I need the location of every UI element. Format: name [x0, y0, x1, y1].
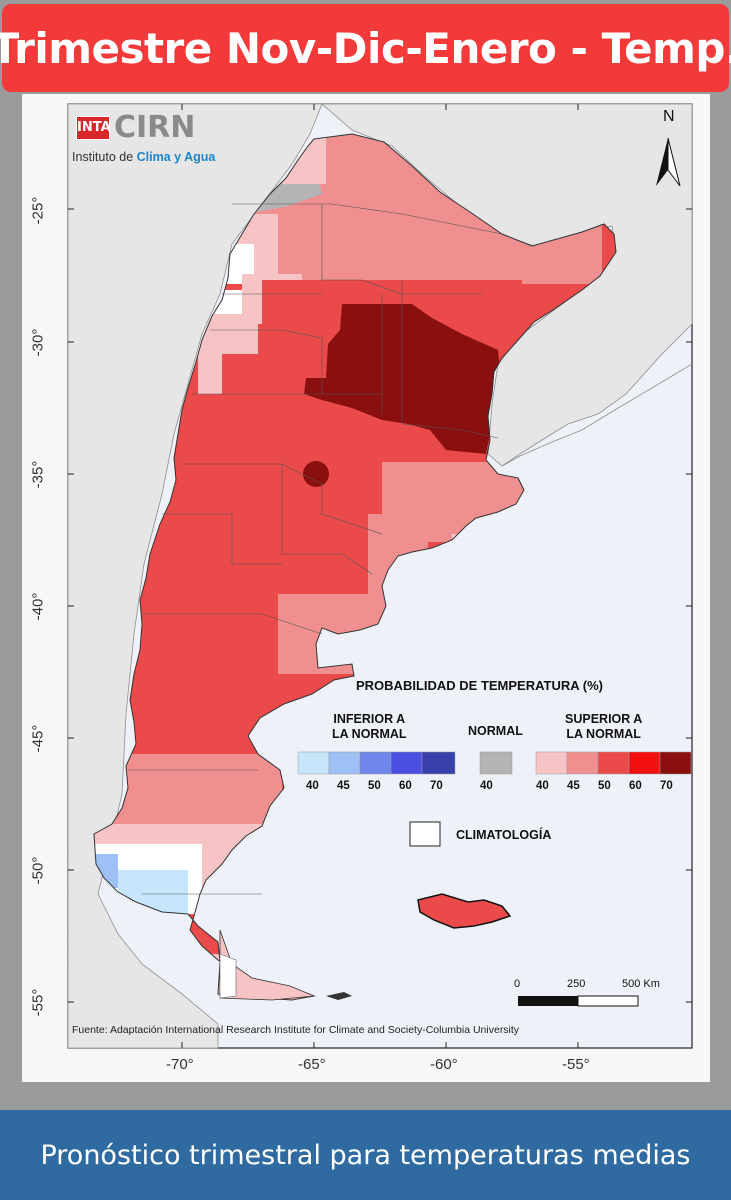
legend-normal-tick: 40	[480, 780, 493, 792]
footer-caption: Pronóstico trimestral para temperaturas …	[0, 1110, 731, 1200]
malvinas-islands	[417, 893, 512, 929]
legend-climatology-label: CLIMATOLOGÍA	[456, 828, 552, 842]
source-note: Fuente: Adaptación International Researc…	[72, 1024, 520, 1036]
lat-label-45: -45°	[29, 724, 47, 753]
scale-label-500: 500 Km	[622, 978, 660, 990]
legend-above-70-swatch	[659, 751, 692, 775]
scale-label-0: 0	[514, 978, 521, 990]
lat-label-55: -55°	[29, 988, 47, 1017]
legend-above-40-swatch	[535, 751, 568, 775]
scale-label-250: 250	[567, 978, 586, 990]
legend-above-45-swatch	[566, 751, 599, 775]
lat-label-35: -35°	[29, 460, 47, 489]
legend-below-50-swatch	[359, 751, 392, 775]
legend-above-tick: 40	[536, 780, 549, 792]
legend-below-60-swatch	[390, 751, 423, 775]
uruguay-border	[501, 363, 693, 467]
legend-below-tick: 40	[306, 780, 319, 792]
lon-label-65: -65°	[298, 1056, 326, 1073]
argentina-outline	[93, 133, 617, 1001]
legend-below-tick: 50	[368, 780, 381, 792]
legend-above-tick: 45	[567, 780, 580, 792]
forecast-map	[67, 103, 693, 1049]
legend-above-60-swatch	[628, 751, 661, 775]
legend-below-70-swatch	[421, 751, 456, 775]
lat-label-40: -40°	[29, 592, 47, 621]
lon-label-70: -70°	[166, 1056, 194, 1073]
lon-label-55: -55°	[562, 1056, 590, 1073]
north-label: N	[663, 108, 675, 125]
legend-normal-label: NORMAL	[468, 724, 523, 738]
legend-below-label: INFERIOR A LA NORMAL	[332, 712, 407, 741]
legend-below-tick: 70	[430, 780, 443, 792]
legend-above-label: SUPERIOR A LA NORMAL	[565, 712, 643, 741]
legend-title: PROBABILIDAD DE TEMPERATURA (%)	[356, 678, 603, 693]
lat-label-25: -25°	[29, 196, 47, 225]
axis-ticks	[68, 104, 692, 1048]
inta-logo: INTA	[76, 116, 111, 140]
legend-below-40-swatch	[297, 751, 330, 775]
legend-above-tick: 60	[629, 780, 642, 792]
tdf-climatology	[219, 953, 237, 999]
legend-above-50-swatch	[597, 751, 630, 775]
legend-below-tick: 45	[337, 780, 350, 792]
lat-label-50: -50°	[29, 856, 47, 885]
scale-bar	[518, 995, 639, 1007]
legend-climatology-swatch	[409, 821, 441, 847]
legend-swatches	[297, 751, 692, 847]
legend-below-45-swatch	[328, 751, 361, 775]
logo-subtitle: Instituto de Clima y Agua	[72, 150, 216, 164]
legend-normal-swatch	[479, 751, 513, 775]
lon-label-60: -60°	[430, 1056, 458, 1073]
map-card: INTA CIRN Instituto de Clima y Agua N -2…	[22, 94, 710, 1082]
legend-above-tick: 50	[598, 780, 611, 792]
province-borders	[128, 203, 503, 895]
north-arrow-icon	[656, 137, 681, 187]
legend-below-tick: 60	[399, 780, 412, 792]
title-banner: Trimestre Nov-Dic-Enero - Temp.	[0, 4, 731, 92]
lat-label-30: -30°	[29, 328, 47, 357]
cirn-logo: CIRN	[114, 110, 196, 145]
isla-estados	[326, 992, 352, 1000]
legend-above-tick: 70	[660, 780, 673, 792]
